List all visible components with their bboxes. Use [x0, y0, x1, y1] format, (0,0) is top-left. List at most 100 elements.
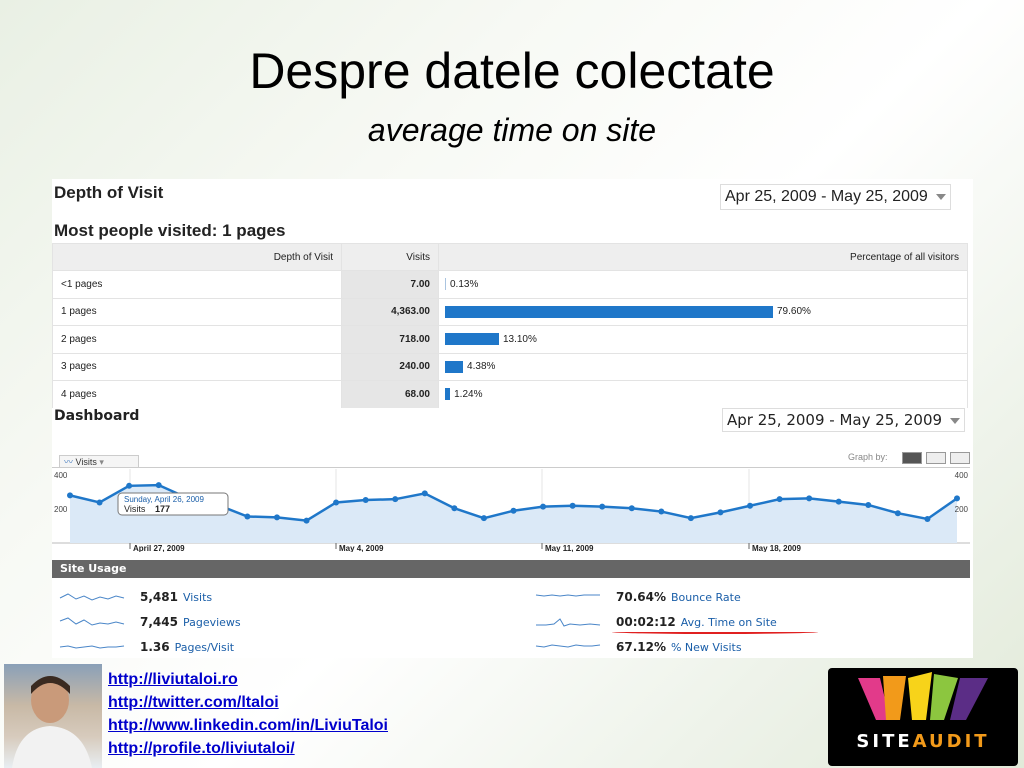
- percentage-bar: [445, 360, 464, 373]
- depth-cell: <1 pages: [52, 270, 342, 299]
- usage-label[interactable]: % New Visits: [670, 640, 742, 654]
- logo-text-audit: AUDIT: [912, 731, 990, 752]
- graph-by-day-button[interactable]: [902, 452, 922, 464]
- link-twitter[interactable]: http://twitter.com/ltaloi: [108, 694, 279, 711]
- metric-selector-label: Visits: [75, 457, 97, 467]
- visits-chart: 400 400 200 200 April 27, 2009 May 4, 2009 Ma…: [52, 467, 970, 552]
- percentage-label: 13.10%: [502, 333, 537, 345]
- data-point: [480, 515, 487, 522]
- data-point: [273, 514, 280, 521]
- visits-cell: 240.00: [341, 352, 439, 381]
- data-point: [894, 510, 901, 517]
- site-usage-header: Site Usage: [52, 560, 970, 578]
- depth-table: Depth of Visit Visits Percentage of all …: [52, 243, 968, 409]
- metric-selector[interactable]: 〰 Visits ▾: [59, 455, 139, 468]
- data-point: [835, 498, 842, 505]
- link-website[interactable]: http://liviutaloi.ro: [108, 671, 238, 688]
- depth-cell: 2 pages: [52, 325, 342, 354]
- usage-label[interactable]: Pageviews: [182, 615, 241, 629]
- usage-metric: 5,481 Visits: [58, 588, 212, 606]
- x-tick-label: May 4, 2009: [339, 544, 384, 552]
- percentage-cell: 13.10%: [438, 325, 968, 354]
- data-point: [954, 495, 960, 502]
- data-point: [303, 517, 310, 524]
- table-row: 1 pages 4,363.00 79.60%: [52, 297, 968, 326]
- slide-subtitle: average time on site: [367, 112, 657, 148]
- percentage-label: 79.60%: [777, 306, 811, 318]
- visits-cell: 4,363.00: [341, 297, 439, 326]
- chevron-down-icon: [950, 417, 961, 424]
- percentage-label: 0.13%: [450, 278, 479, 290]
- visits-cell: 68.00: [341, 380, 439, 409]
- graph-by-label: Graph by:: [848, 452, 888, 462]
- usage-metric: 67.12% % New Visits: [534, 638, 742, 656]
- author-photo: [4, 664, 102, 768]
- data-point: [333, 499, 340, 506]
- dashboard-date-range-selector[interactable]: Apr 25, 2009 - May 25, 2009: [722, 408, 966, 432]
- usage-label[interactable]: Visits: [182, 590, 213, 604]
- chevron-down-icon: ▾: [99, 457, 104, 467]
- dashboard-panel: Dashboard Apr 25, 2009 - May 25, 2009 〰 …: [52, 408, 973, 658]
- data-point: [421, 490, 428, 497]
- tooltip-value: 177: [155, 504, 170, 514]
- sparkline-icon: [535, 644, 601, 648]
- percentage-cell: 79.60%: [438, 297, 968, 326]
- percentage-bar: [445, 305, 773, 318]
- usage-label[interactable]: Pages/Visit: [174, 640, 235, 654]
- data-point: [510, 507, 517, 514]
- percentage-cell: 0.13%: [438, 270, 968, 299]
- sparkline-icon: [535, 594, 600, 597]
- slide-title: Despre datele colectate: [249, 43, 775, 99]
- date-range-selector[interactable]: Apr 25, 2009 - May 25, 2009: [720, 184, 951, 210]
- chevron-down-icon: [935, 193, 946, 200]
- usage-metric: 70.64% Bounce Rate: [534, 588, 741, 606]
- usage-value: 00:02:12: [616, 615, 676, 629]
- data-point: [540, 503, 547, 510]
- percentage-cell: 1.24%: [438, 380, 968, 409]
- panel-title: Depth of Visit: [54, 183, 164, 202]
- table-row: 4 pages 68.00 1.24%: [52, 380, 968, 409]
- link-linkedin[interactable]: http://www.linkedin.com/in/LiviuTaloi: [108, 717, 388, 734]
- tooltip-date: Sunday, April 26, 2009: [124, 495, 204, 504]
- visits-cell: 718.00: [341, 325, 439, 354]
- column-header-percentage[interactable]: Percentage of all visitors: [438, 243, 968, 271]
- graph-by-month-button[interactable]: [950, 452, 970, 464]
- data-point: [806, 495, 813, 502]
- data-point: [96, 499, 103, 506]
- column-header-visits[interactable]: Visits: [341, 243, 439, 271]
- x-tick-label: May 11, 2009: [545, 544, 594, 552]
- panel-subtitle: Most people visited: 1 pages: [54, 221, 286, 240]
- siteaudit-logo: SITEAUDIT: [828, 668, 1018, 766]
- usage-label[interactable]: Bounce Rate: [670, 590, 741, 604]
- table-row: 3 pages 240.00 4.38%: [52, 352, 968, 381]
- chart-area-fill: [70, 485, 957, 543]
- usage-metric: 7,445 Pageviews: [58, 613, 241, 631]
- link-profile[interactable]: http://profile.to/liviutaloi/: [108, 740, 295, 757]
- depth-cell: 3 pages: [52, 352, 342, 381]
- usage-value: 7,445: [140, 615, 178, 629]
- data-point: [717, 509, 724, 516]
- data-point: [67, 492, 73, 499]
- data-point: [865, 501, 872, 508]
- data-point: [628, 505, 635, 512]
- data-point: [569, 502, 576, 509]
- usage-metric: 1.36 Pages/Visit: [58, 638, 234, 656]
- x-tick-label: May 18, 2009: [752, 544, 801, 552]
- graph-by-week-button[interactable]: [926, 452, 946, 464]
- column-header-depth[interactable]: Depth of Visit: [52, 243, 342, 271]
- usage-value: 5,481: [140, 590, 178, 604]
- depth-of-visit-panel: Depth of Visit Most people visited: 1 pa…: [52, 179, 973, 409]
- tooltip-label: Visits: [124, 504, 146, 514]
- y-tick-label: 400: [955, 471, 969, 480]
- data-point: [155, 482, 162, 489]
- percentage-bar: [445, 278, 446, 291]
- sparkline-icon: [59, 617, 125, 626]
- visits-cell: 7.00: [341, 270, 439, 299]
- usage-value: 1.36: [140, 640, 170, 654]
- usage-value: 70.64%: [616, 590, 666, 604]
- dashboard-title: Dashboard: [54, 408, 140, 424]
- x-tick-label: April 27, 2009: [133, 544, 185, 552]
- y-tick-label: 200: [54, 505, 68, 514]
- date-range-text: Apr 25, 2009 - May 25, 2009: [725, 188, 928, 205]
- usage-label[interactable]: Avg. Time on Site: [680, 615, 777, 629]
